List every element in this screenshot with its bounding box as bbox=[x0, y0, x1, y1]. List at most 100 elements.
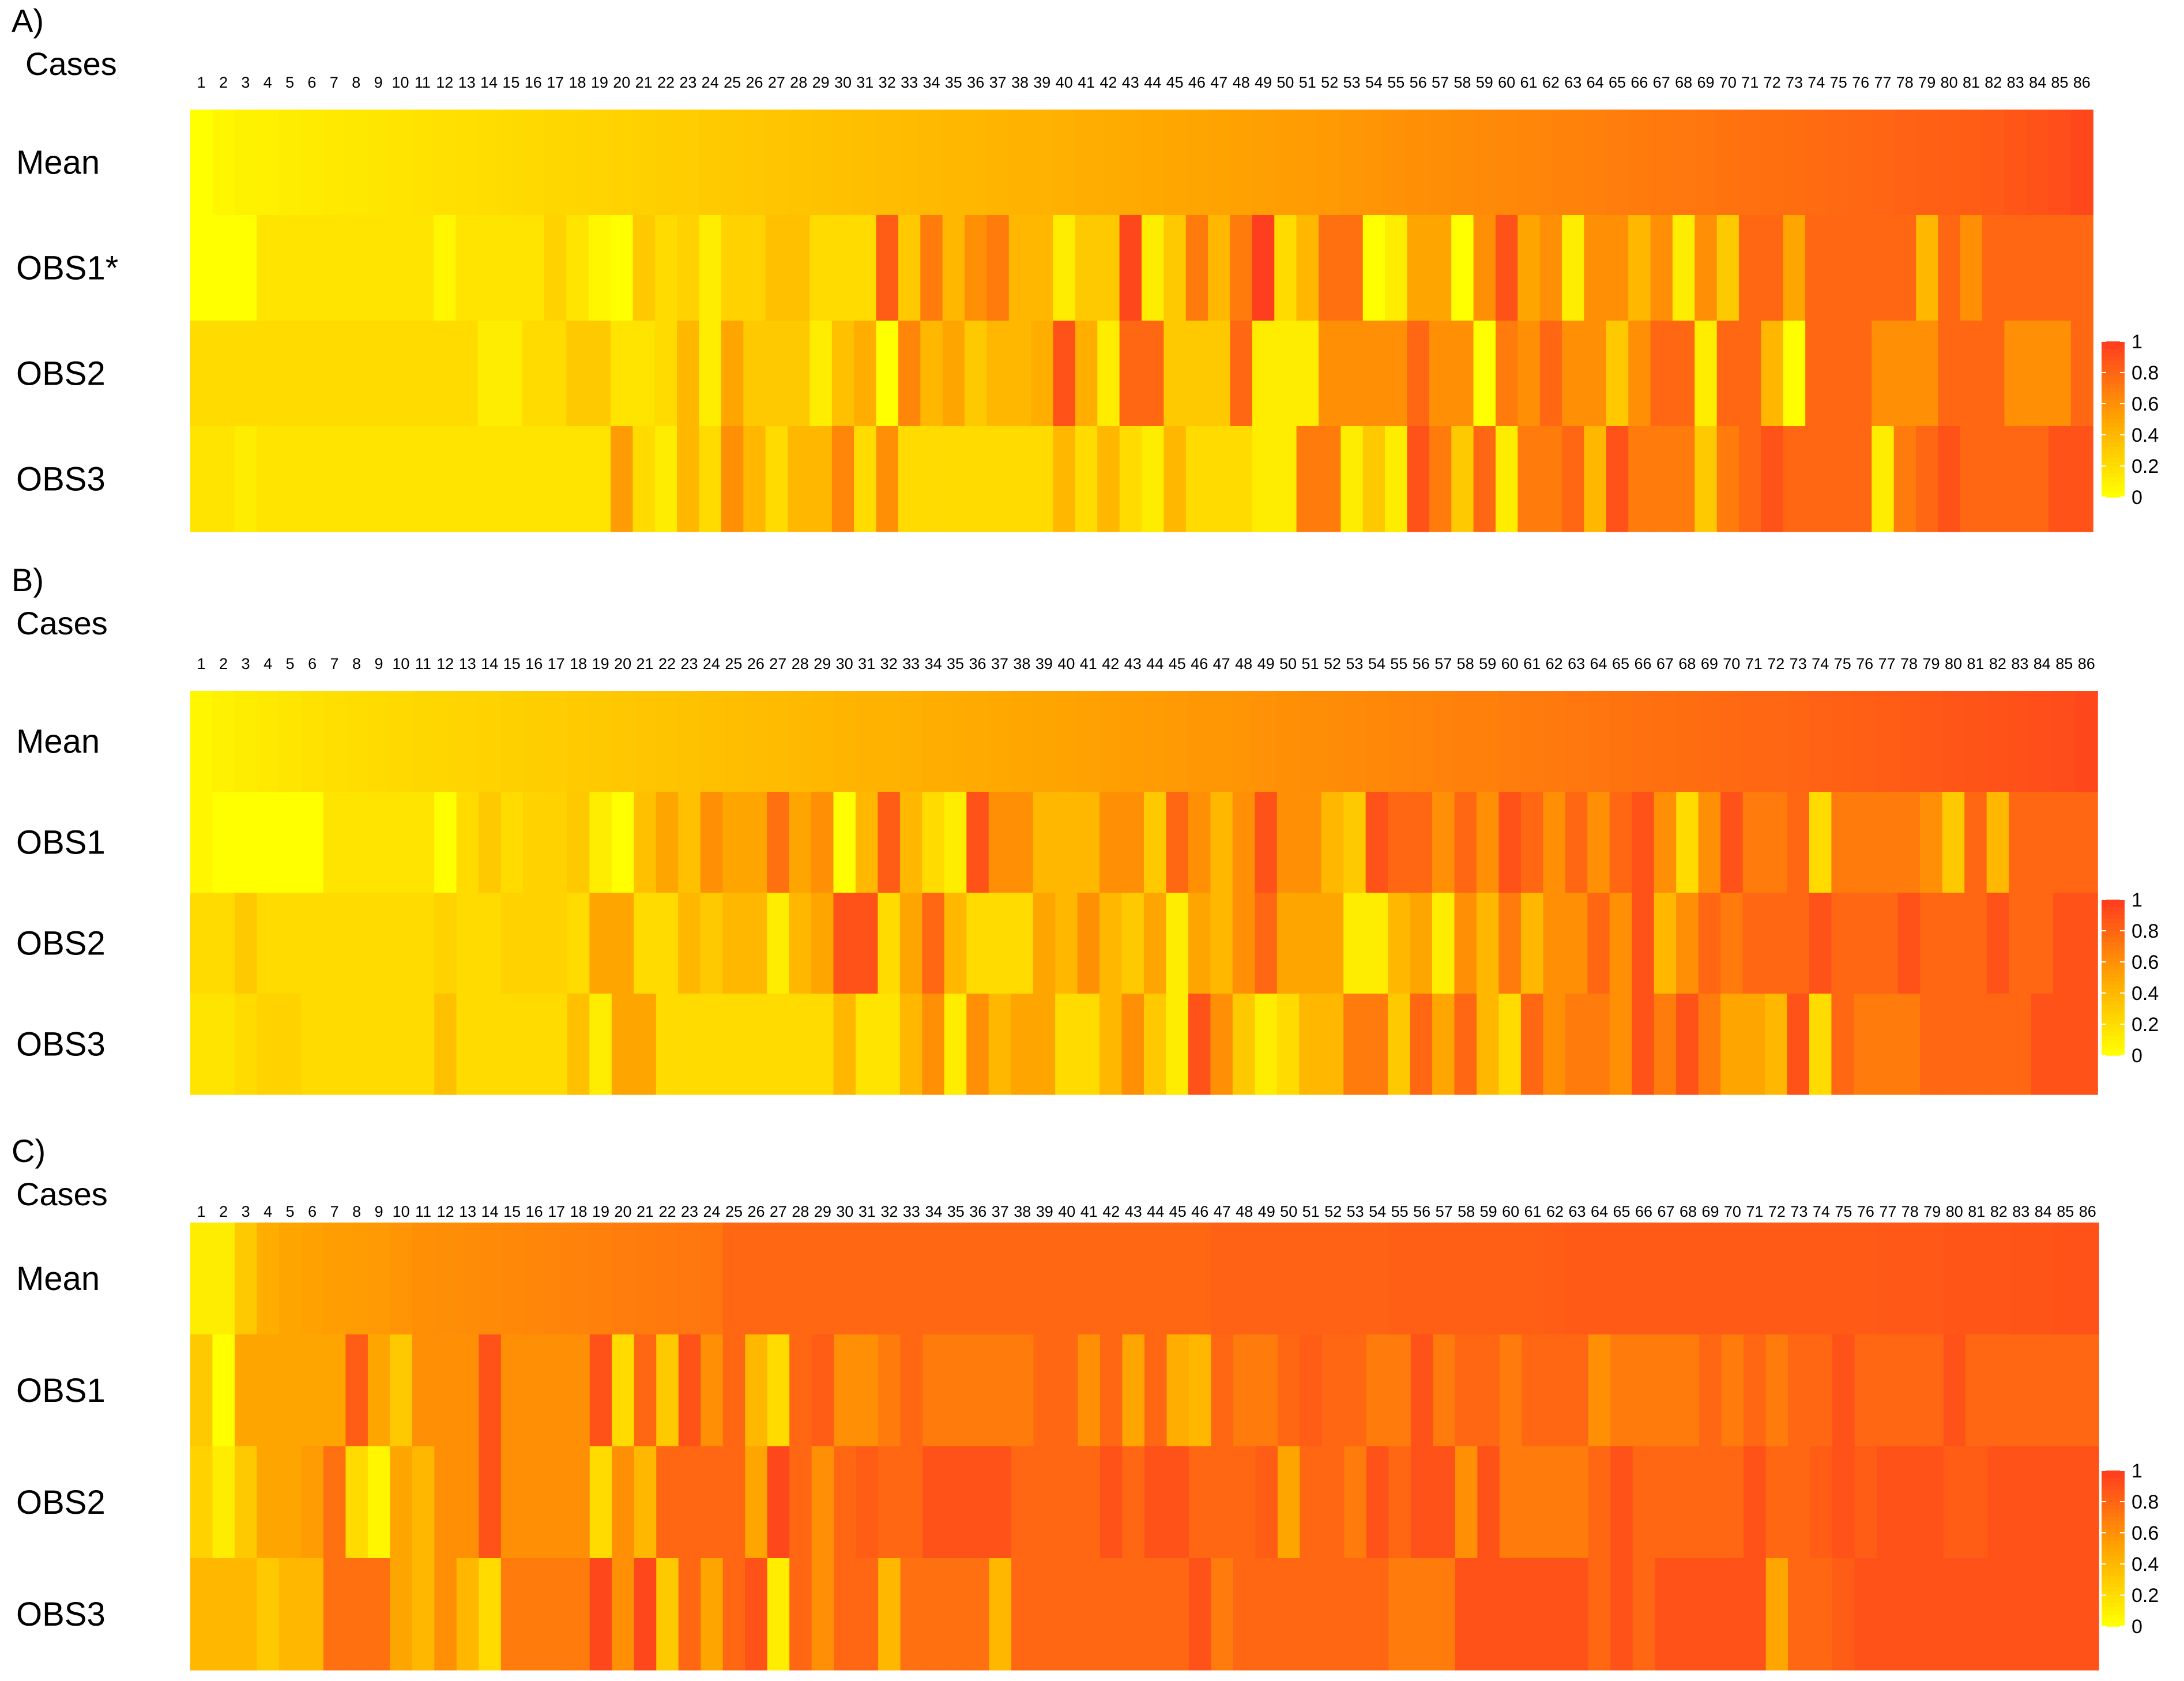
heatmap-cell bbox=[1832, 1334, 1855, 1447]
heatmap-cell bbox=[745, 1446, 768, 1559]
heatmap-cell bbox=[1429, 110, 1452, 216]
heatmap-cell bbox=[566, 110, 589, 216]
heatmap-cell bbox=[234, 792, 258, 893]
x-tick-label: 73 bbox=[1790, 655, 1807, 672]
x-tick-label: 19 bbox=[592, 655, 609, 672]
heatmap-cell bbox=[1872, 215, 1895, 321]
heatmap-cell bbox=[1831, 893, 1854, 994]
x-tick-label: 25 bbox=[724, 74, 741, 91]
colorbar-segment bbox=[2102, 392, 2125, 397]
colorbar-segment bbox=[2102, 466, 2125, 471]
heatmap-cell bbox=[545, 1446, 568, 1559]
heatmap-cell bbox=[1965, 1334, 1989, 1447]
heatmap-cell bbox=[190, 1446, 213, 1559]
heatmap-cell bbox=[1810, 1334, 1833, 1447]
heatmap-cell bbox=[1609, 792, 1633, 893]
heatmap-cell bbox=[1365, 792, 1388, 893]
heatmap-cell bbox=[944, 994, 967, 1095]
heatmap-cell bbox=[1831, 691, 1854, 792]
heatmap-cell bbox=[1166, 1446, 1189, 1559]
heatmap-cell bbox=[1672, 321, 1696, 427]
heatmap-cell bbox=[1210, 691, 1233, 792]
x-tick-label: 37 bbox=[992, 1203, 1009, 1220]
x-tick-label: 35 bbox=[947, 655, 964, 672]
colorbar-segment bbox=[2102, 965, 2125, 971]
heatmap-cell bbox=[1543, 994, 1566, 1095]
heatmap-cell bbox=[434, 792, 457, 893]
heatmap-cell bbox=[942, 426, 965, 532]
heatmap-cell bbox=[1099, 792, 1123, 893]
heatmap-cell bbox=[1632, 691, 1655, 792]
x-tick-label: 23 bbox=[681, 1203, 698, 1220]
x-tick-label: 27 bbox=[770, 1203, 787, 1220]
heatmap-cell bbox=[811, 1558, 834, 1671]
heatmap-cell bbox=[1252, 321, 1275, 427]
heatmap-cell bbox=[1606, 426, 1629, 532]
heatmap-cell bbox=[1827, 110, 1850, 216]
heatmap-cell bbox=[1877, 1223, 1900, 1335]
x-tick-label: 53 bbox=[1343, 74, 1360, 91]
colorbar-tick-label: 0.8 bbox=[2132, 1491, 2159, 1513]
x-tick-label: 21 bbox=[636, 655, 653, 672]
heatmap-cell bbox=[1761, 215, 1784, 321]
heatmap-cell bbox=[678, 691, 701, 792]
heatmap-cell bbox=[831, 426, 854, 532]
colorbar-segment bbox=[2102, 462, 2125, 467]
heatmap-cell bbox=[1964, 792, 1987, 893]
heatmap-cell bbox=[1964, 994, 1987, 1095]
heatmap-cell bbox=[1676, 893, 1699, 994]
heatmap-cell bbox=[1344, 1334, 1367, 1447]
heatmap-cell bbox=[212, 1446, 235, 1559]
heatmap-cell bbox=[2032, 1223, 2055, 1335]
heatmap-cell bbox=[1921, 1223, 1944, 1335]
heatmap-cell bbox=[1255, 691, 1278, 792]
heatmap-cell bbox=[523, 1558, 546, 1671]
heatmap-cell bbox=[1849, 110, 1873, 216]
heatmap-cell bbox=[2053, 893, 2076, 994]
colorbar-segment bbox=[2102, 477, 2125, 482]
heatmap-cell bbox=[500, 893, 524, 994]
heatmap-cell bbox=[656, 1446, 679, 1559]
heatmap-cell bbox=[922, 893, 945, 994]
heatmap-cell bbox=[2026, 215, 2050, 321]
heatmap-cell bbox=[257, 792, 280, 893]
row-label: OBS2 bbox=[16, 355, 106, 393]
heatmap-cell bbox=[1188, 1446, 1212, 1559]
heatmap-cell bbox=[1699, 1334, 1722, 1447]
x-tick-label: 11 bbox=[415, 1203, 431, 1220]
heatmap-cell bbox=[212, 893, 235, 994]
heatmap-cell bbox=[1432, 792, 1455, 893]
heatmap-cell bbox=[1872, 110, 1895, 216]
heatmap-cell bbox=[1366, 1223, 1390, 1335]
heatmap-cell bbox=[1562, 110, 1585, 216]
heatmap-cell bbox=[1982, 110, 2005, 216]
heatmap-cell bbox=[390, 893, 413, 994]
x-tick-label: 52 bbox=[1324, 1203, 1342, 1220]
heatmap-cell bbox=[1099, 893, 1123, 994]
colorbar-segment bbox=[2102, 1005, 2125, 1009]
colorbar-segment bbox=[2102, 1564, 2125, 1569]
row-label: OBS2 bbox=[16, 925, 106, 962]
heatmap-cell bbox=[811, 1223, 834, 1335]
x-tick-label: 64 bbox=[1587, 74, 1604, 91]
heatmap-cell bbox=[278, 893, 302, 994]
x-tick-label: 14 bbox=[481, 1203, 499, 1220]
heatmap-cell bbox=[1385, 321, 1408, 427]
colorbar-segment bbox=[2102, 900, 2125, 904]
heatmap-cell bbox=[2054, 1558, 2077, 1671]
heatmap-cell bbox=[278, 691, 302, 792]
heatmap-cell bbox=[1938, 215, 1961, 321]
x-tick-label: 17 bbox=[548, 1203, 565, 1220]
colorbar-segment bbox=[2102, 1009, 2125, 1013]
heatmap-cell bbox=[833, 994, 856, 1095]
x-tick-label: 2 bbox=[219, 74, 228, 91]
heatmap-cell bbox=[257, 426, 280, 532]
heatmap-cell bbox=[544, 426, 567, 532]
colorbar-segment bbox=[2102, 415, 2125, 420]
heatmap-cell bbox=[190, 321, 213, 427]
heatmap-cell bbox=[1410, 1446, 1434, 1559]
heatmap-cell bbox=[922, 994, 945, 1095]
heatmap-cell bbox=[1188, 1223, 1212, 1335]
heatmap-cell bbox=[1210, 792, 1233, 893]
x-tick-label: 15 bbox=[502, 74, 519, 91]
